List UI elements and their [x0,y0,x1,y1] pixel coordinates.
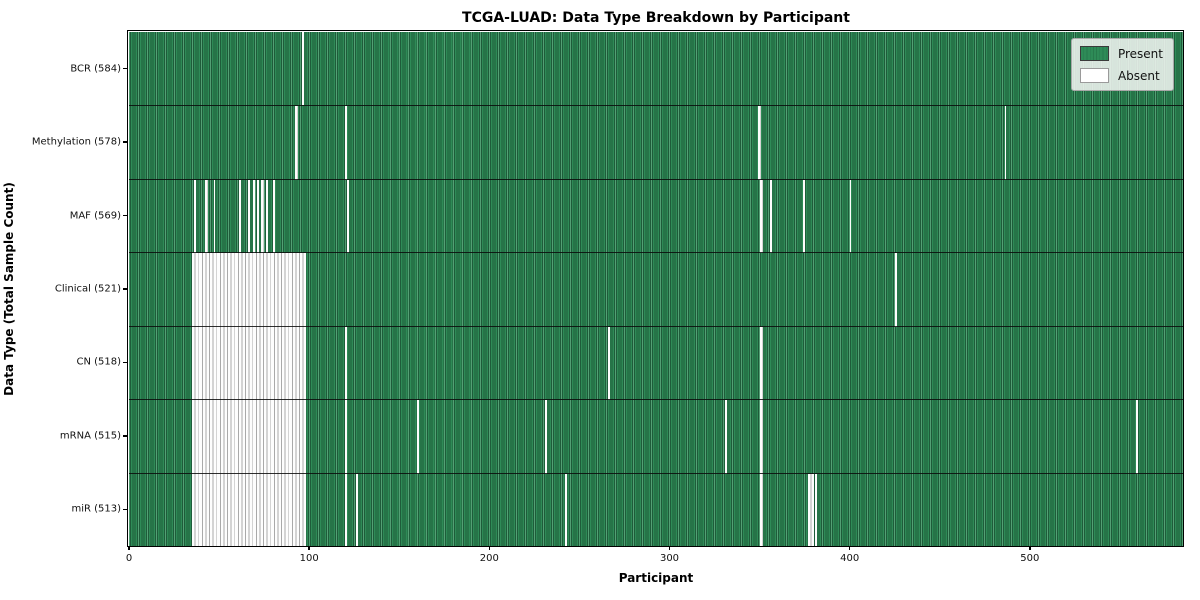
row-band-clinical [129,252,1183,327]
x-tick [668,546,671,550]
absent-run [247,179,250,254]
row-band-maf [129,178,1183,254]
absent-run [849,179,852,254]
y-tick-label-mir: miR (513) [71,503,121,515]
absent-run [193,179,196,254]
x-tick-label-400: 400 [840,553,860,564]
absent-run [802,179,805,254]
x-tick-label-300: 300 [659,553,680,564]
x-axis-label: Participant [618,571,694,585]
absent-run [356,473,358,547]
absent-swatch-icon [1079,68,1109,83]
absent-run [725,400,728,474]
y-tick [123,288,127,290]
absent-run [345,400,347,474]
y-tick-label-maf: MAF (569) [69,210,121,222]
legend-item-present: Present [1079,46,1163,61]
y-tick-label-mrna: mRNA (515) [59,430,121,442]
y-tick [123,214,127,217]
x-tick [488,546,491,550]
y-tick-label-bcr: BCR (584) [70,63,121,75]
y-tick [123,68,127,70]
y-tick [123,508,127,510]
x-tick-label-200: 200 [479,553,499,564]
row-band-bcr [129,32,1183,106]
absent-run [301,32,304,106]
absent-run [238,179,241,254]
y-tick [123,435,127,437]
absent-run [345,326,347,401]
x-tick-label-100: 100 [299,553,319,564]
absent-run [204,179,209,254]
x-tick-label-500: 500 [1020,553,1040,564]
absent-run [192,400,306,474]
absent-run [347,179,349,254]
absent-run [608,326,611,401]
y-tick [123,141,127,143]
x-tick [308,546,310,550]
absent-run [759,326,764,401]
absent-run [545,400,547,474]
absent-run [345,106,347,180]
absent-run [1136,400,1138,474]
row-band-methylation [129,105,1183,180]
row-band-cn [129,325,1183,401]
absent-run [253,179,256,254]
y-tick [123,361,127,364]
absent-run [256,179,259,254]
row-band-mrna [129,399,1183,474]
absent-run [1004,106,1007,180]
y-tick-label-cn: CN (518) [76,356,121,368]
absent-run [294,106,299,180]
absent-run [213,179,216,254]
absent-run [815,473,818,547]
absent-run [265,179,268,254]
absent-run [894,253,897,327]
absent-run [770,179,773,254]
absent-run [808,473,814,547]
absent-run [273,179,275,254]
legend-label-absent: Absent [1117,68,1160,83]
absent-run [192,253,306,327]
absent-run [192,326,306,401]
row-band-mir [129,472,1183,547]
chart-title: TCGA-LUAD: Data Type Breakdown by Partic… [462,10,850,26]
absent-run [757,106,762,180]
y-tick-label-methylation: Methylation (578) [31,136,121,148]
absent-run [759,473,764,547]
absent-run [417,400,420,474]
x-tick [848,546,851,550]
absent-run [759,400,764,474]
legend-item-absent: Absent [1079,68,1163,83]
absent-run [260,179,265,254]
legend: Present Absent [1070,38,1174,91]
present-swatch-icon [1079,46,1109,61]
x-tick [128,546,130,550]
absent-run [759,179,764,254]
x-tick [1029,546,1031,550]
absent-run [192,473,306,547]
plot-area [129,32,1183,547]
x-tick-label-0: 0 [125,553,133,564]
legend-label-present: Present [1117,46,1163,61]
y-tick-label-clinical: Clinical (521) [54,283,121,295]
absent-run [345,473,347,547]
absent-run [565,473,567,547]
